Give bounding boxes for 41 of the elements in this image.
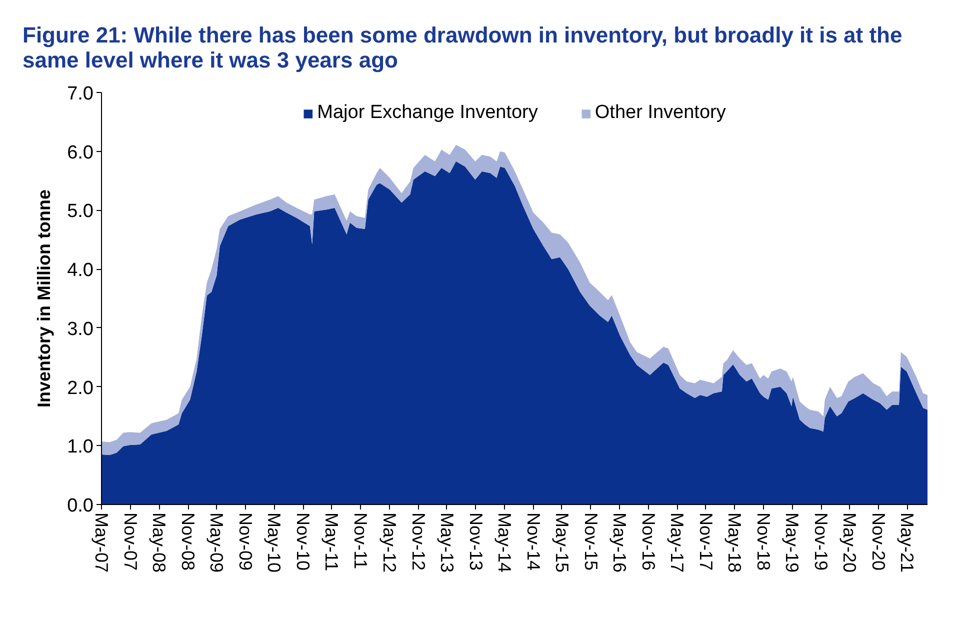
x-tick-label: Nov-11 (350, 512, 371, 570)
x-tick-label: May-17 (667, 512, 688, 573)
x-tick-label: May-10 (264, 512, 284, 573)
y-tick-label: 4.0 (67, 260, 94, 282)
x-tick-label: May-19 (782, 512, 802, 573)
y-tick-label: 7.0 (67, 84, 94, 104)
x-tick-label: Nov-09 (236, 512, 256, 571)
legend-label: Other Inventory (594, 102, 726, 124)
legend-label: Major Exchange Inventory (317, 102, 538, 124)
x-tick-label: May-21 (897, 512, 918, 573)
x-tick-label: Nov-16 (638, 512, 658, 571)
x-tick-label: May-12 (379, 512, 400, 573)
y-tick-label: 2.0 (67, 378, 94, 399)
x-tick-label: Nov-14 (523, 512, 544, 571)
x-tick-label: May-13 (436, 512, 457, 573)
y-tick-label: 1.0 (67, 436, 94, 458)
x-tick-label: Nov-07 (120, 512, 140, 571)
chart-title: Figure 21: While there has been some drawdown in inventory, but broadly it is at the same level where it was 3 years ago (22, 22, 902, 72)
x-tick-label: Nov-20 (868, 512, 889, 571)
x-tick-label: May-07 (92, 512, 112, 573)
x-tick-label: May-20 (840, 512, 860, 573)
x-tick-label: May-15 (552, 512, 572, 573)
x-tick-label: Nov-13 (466, 512, 486, 571)
x-tick-label: Nov-18 (753, 512, 774, 571)
x-tick-label: May-18 (724, 512, 745, 573)
x-tick-label: Nov-17 (696, 512, 716, 571)
x-tick-label: Nov-10 (293, 512, 314, 571)
x-tick-label: May-11 (322, 512, 342, 572)
x-tick-label: Nov-19 (811, 512, 831, 571)
y-axis-title: Inventory in Million tonne (34, 190, 54, 408)
x-tick-label: May-09 (206, 512, 227, 573)
y-tick-label: 0.0 (67, 496, 94, 516)
x-tick-label: May-14 (494, 512, 514, 573)
x-tick-label: Nov-15 (580, 512, 601, 571)
y-tick-label: 6.0 (67, 142, 94, 164)
y-tick-label: 5.0 (67, 201, 94, 222)
y-tick-label: 3.0 (67, 318, 94, 340)
x-tick-label: Nov-08 (178, 512, 198, 571)
x-tick-label: May-16 (610, 512, 630, 573)
x-tick-label: May-08 (149, 512, 170, 573)
x-tick-label: Nov-12 (408, 512, 428, 571)
